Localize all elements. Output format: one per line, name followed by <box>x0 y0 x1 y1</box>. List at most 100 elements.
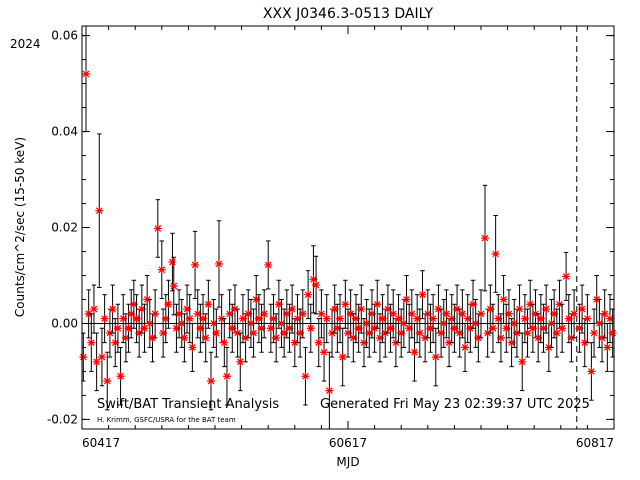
y-axis-label: Counts/cm^2/sec (15-50 keV) <box>13 137 27 317</box>
data-marker <box>172 324 181 333</box>
data-marker <box>461 343 470 352</box>
data-marker <box>349 333 358 342</box>
data-marker <box>222 372 231 381</box>
data-point <box>264 240 273 290</box>
data-point <box>212 308 221 358</box>
data-marker <box>191 260 200 269</box>
data-point <box>252 274 261 324</box>
data-marker <box>183 305 192 314</box>
data-marker <box>238 314 247 323</box>
data-point <box>293 294 302 344</box>
data-point <box>151 289 160 339</box>
data-marker <box>370 324 379 333</box>
data-marker <box>108 305 117 314</box>
data-point <box>389 289 398 339</box>
data-point <box>228 303 237 353</box>
data-marker <box>421 333 430 342</box>
data-marker <box>608 329 617 338</box>
data-marker <box>293 314 302 323</box>
data-point <box>494 294 503 344</box>
data-marker <box>304 290 313 299</box>
data-marker <box>431 353 440 362</box>
data-point <box>257 303 266 353</box>
data-marker <box>257 324 266 333</box>
data-point <box>282 289 291 339</box>
data-point <box>362 298 371 348</box>
data-marker <box>381 329 390 338</box>
data-point <box>132 294 141 344</box>
data-marker <box>346 309 355 318</box>
data-point <box>298 289 307 339</box>
data-marker <box>330 305 339 314</box>
data-point <box>590 308 599 358</box>
data-marker <box>442 309 451 318</box>
data-marker <box>542 305 551 314</box>
data-marker <box>282 309 291 318</box>
data-point <box>461 322 470 372</box>
data-marker <box>595 319 604 328</box>
data-point <box>277 298 286 348</box>
data-marker <box>564 314 573 323</box>
data-marker <box>463 314 472 323</box>
data-marker <box>600 309 609 318</box>
data-marker <box>137 305 146 314</box>
data-point <box>410 322 419 382</box>
data-marker <box>445 338 454 347</box>
data-marker <box>570 309 579 318</box>
data-marker <box>494 314 503 323</box>
data-marker <box>480 234 489 243</box>
y-tick-label: 0.02 <box>51 221 78 235</box>
data-point <box>405 303 414 353</box>
data-marker <box>199 314 208 323</box>
data-marker <box>580 338 589 347</box>
data-marker <box>518 357 527 366</box>
data-marker <box>306 324 315 333</box>
data-marker <box>87 338 96 347</box>
data-marker <box>207 377 216 386</box>
data-point <box>159 308 168 358</box>
data-point <box>196 303 205 353</box>
plot-frame <box>81 25 615 430</box>
data-marker <box>550 309 559 318</box>
data-marker <box>539 324 548 333</box>
data-marker <box>399 319 408 328</box>
data-point <box>317 289 326 339</box>
data-point <box>214 220 223 308</box>
y-tick-label: -0.02 <box>47 412 78 426</box>
data-point <box>534 313 543 363</box>
data-marker <box>583 314 592 323</box>
data-marker <box>274 300 283 309</box>
data-point <box>418 270 427 320</box>
data-marker <box>357 305 366 314</box>
data-point <box>499 274 508 324</box>
data-marker <box>587 367 596 376</box>
data-marker <box>344 329 352 338</box>
data-point <box>153 199 162 258</box>
data-point <box>254 294 263 344</box>
data-marker <box>418 290 427 299</box>
data-marker <box>168 258 177 267</box>
data-point <box>188 322 197 372</box>
data-marker <box>367 309 376 318</box>
data-marker <box>124 324 133 333</box>
data-point <box>552 308 561 358</box>
data-marker <box>458 309 467 318</box>
data-point <box>442 289 451 339</box>
data-point <box>336 294 345 344</box>
data-point <box>87 313 96 372</box>
data-marker <box>153 224 162 233</box>
data-marker <box>212 329 221 338</box>
data-point <box>504 289 513 339</box>
data-marker <box>496 333 505 342</box>
data-point <box>558 303 567 353</box>
data-point <box>423 289 432 339</box>
data-point <box>570 289 579 339</box>
data-point <box>365 308 374 358</box>
data-marker <box>175 309 184 318</box>
data-marker <box>280 329 289 338</box>
data-point <box>496 313 505 363</box>
data-marker <box>378 314 387 323</box>
year-label: 2024 <box>10 37 41 51</box>
data-point <box>274 279 283 329</box>
